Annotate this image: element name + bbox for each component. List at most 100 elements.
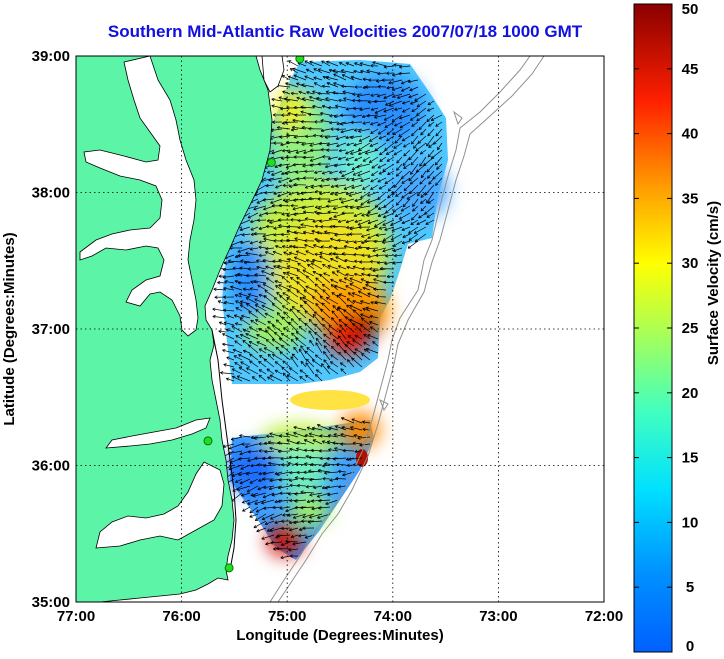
velocity-arrow [346,142,355,147]
velocity-arrow [239,318,251,326]
velocity-arrow [262,471,275,476]
radar-station-marker [203,436,213,446]
velocity-arrow [239,434,251,438]
velocity-arrow [285,539,299,544]
velocity-arrow [288,520,299,525]
radar-station-marker [224,563,234,573]
velocity-arrow [353,434,363,438]
velocity-arrow [335,476,347,481]
velocity-arrow [272,324,283,333]
velocity-arrow [314,354,323,361]
velocity-arrow [329,120,339,125]
velocity-arrow [245,332,259,340]
velocity-arrow [370,177,379,183]
velocity-arrow [288,478,299,482]
pamlico-sound [95,461,225,549]
velocity-arrow [345,285,355,291]
velocity-arrow [212,307,227,312]
velocity-arrow [275,184,283,189]
velocity-arrow [358,225,371,229]
velocity-arrow [331,271,339,277]
velocity-arrow [253,520,267,529]
velocity-arrow [362,307,371,312]
velocity-arrow [278,177,291,183]
velocity-arrow [331,345,339,354]
velocity-arrow [305,285,315,291]
velocity-arrow [403,142,411,148]
velocity-arrow [394,135,403,144]
velocity-arrow [393,177,403,188]
velocity-arrow [315,369,323,375]
velocity-arrow [345,273,355,277]
velocity-arrow [329,114,339,118]
velocity-arrow [292,513,307,519]
velocity-arrow [314,205,323,209]
velocity-arrow [274,361,283,368]
velocity-arrow [401,191,411,199]
velocity-arrow [249,240,259,245]
velocity-arrow [419,149,427,155]
velocity-arrow [362,121,371,125]
velocity-arrow [396,156,403,164]
velocity-arrow [323,339,331,347]
colorbar-tick-label: 20 [682,385,699,402]
velocity-arrow [231,325,243,333]
velocity-arrow [410,163,419,175]
velocity-arrow [288,548,299,552]
velocity-arrow [394,212,403,218]
velocity-arrow [321,177,331,182]
velocity-arrow [308,432,323,438]
velocity-arrow [295,331,307,340]
velocity-arrow [247,267,259,271]
velocity-arrow [308,330,315,340]
velocity-arrow [345,156,355,161]
velocity-arrow [411,128,419,137]
velocity-arrow [261,513,275,521]
velocity-arrow [273,297,283,305]
velocity-arrow [294,113,307,117]
velocity-arrow [353,106,363,111]
velocity-arrow [256,341,267,347]
velocity-arrow [377,121,387,127]
velocity-arrow [366,69,379,74]
velocity-arrow [324,462,339,466]
velocity-arrow [320,245,331,249]
y-tick-labels: 39:00 38:00 37:00 36:00 35:00 [32,48,70,611]
velocity-arrow [364,239,379,243]
velocity-arrow [298,348,307,361]
velocity-arrow [362,286,371,291]
velocity-arrow [325,97,339,102]
velocity-arrow [254,499,267,505]
velocity-arrow [312,313,323,326]
velocity-arrow [314,210,323,214]
velocity-arrow [321,317,331,326]
velocity-arrow [234,340,243,347]
velocity-arrow [305,358,315,368]
velocity-arrow [292,162,307,167]
velocity-arrow [375,233,387,237]
velocity-arrow [420,205,427,212]
velocity-arrow [314,189,323,194]
velocity-arrow [321,302,331,312]
velocity-arrow [331,292,339,298]
velocity-arrow [217,300,227,305]
velocity-arrow [390,219,403,227]
colorbar-tick-label: 10 [682,514,699,531]
velocity-arrow [238,354,251,361]
velocity-arrow [436,142,443,151]
velocity-arrow [294,499,307,503]
velocity-arrow [298,533,307,538]
x-tick-labels: 77:00 76:00 75:00 74:00 73:00 72:00 [57,608,623,625]
velocity-arrow [354,272,363,277]
plot-frame [75,55,605,603]
velocity-arrow [290,204,299,208]
velocity-arrow [345,219,355,224]
velocity-arrow [288,177,299,183]
velocity-arrow [333,163,347,168]
velocity-arrow [352,92,363,96]
velocity-arrow [397,93,411,99]
velocity-arrow [341,211,355,215]
velocity-arrow [258,240,267,244]
velocity-arrow [414,93,427,102]
radar-station-marker [266,157,276,167]
